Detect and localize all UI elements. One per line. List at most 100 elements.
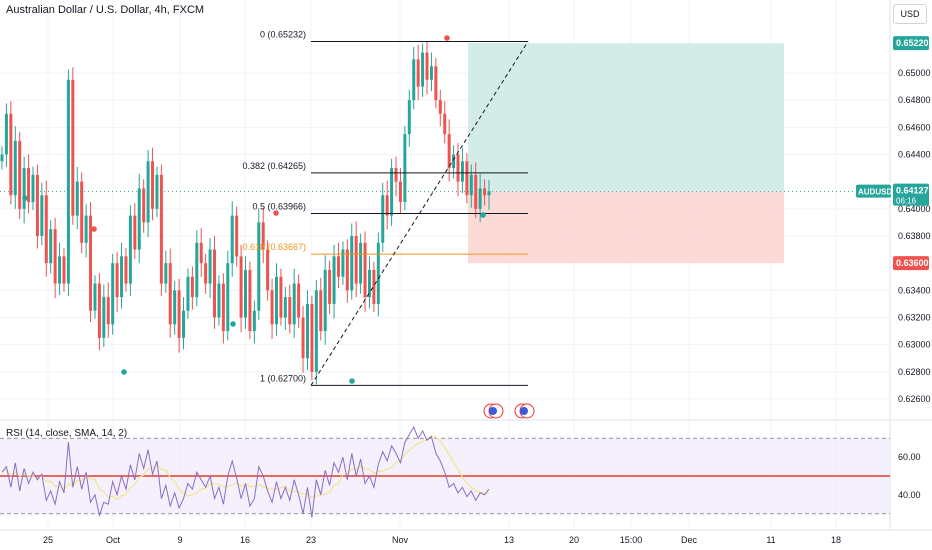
time-tick-label: 20 bbox=[569, 535, 579, 545]
candle-body bbox=[341, 249, 345, 277]
candle-body bbox=[66, 79, 70, 284]
price-tick-label: 0.64400 bbox=[898, 150, 931, 160]
candle-body bbox=[452, 154, 456, 169]
candle-body bbox=[354, 236, 358, 284]
candle-body bbox=[53, 229, 57, 284]
candle-body bbox=[429, 66, 433, 80]
candle-body bbox=[297, 283, 301, 318]
candle-body bbox=[421, 52, 425, 87]
candle-body bbox=[279, 276, 283, 318]
candle-body bbox=[319, 290, 323, 332]
stop-price-badge-bg bbox=[893, 256, 929, 271]
time-tick-label: 9 bbox=[177, 535, 182, 545]
price-tick-label: 0.62800 bbox=[898, 367, 931, 377]
target-price-badge: 0.65220 bbox=[896, 38, 929, 48]
price-tick-label: 0.62600 bbox=[898, 394, 931, 404]
candle-body bbox=[274, 276, 278, 325]
fib-level-label[interactable]: 0.618 (0.63667) bbox=[242, 242, 306, 252]
candle-body bbox=[367, 269, 371, 298]
signal-marker bbox=[91, 226, 97, 232]
candle-body bbox=[102, 297, 106, 338]
event-flag-core bbox=[489, 407, 497, 415]
candle-body bbox=[283, 297, 287, 318]
candle-body bbox=[97, 283, 101, 338]
price-tick-label: 0.63800 bbox=[898, 231, 931, 241]
candle-body bbox=[314, 290, 318, 372]
candle-body bbox=[111, 263, 115, 325]
candle-body bbox=[244, 269, 247, 318]
currency-button[interactable]: USD bbox=[893, 4, 927, 24]
candle-body bbox=[217, 283, 221, 318]
fib-level-label[interactable]: 0 (0.65232) bbox=[260, 29, 306, 39]
candle-body bbox=[182, 310, 186, 338]
candle-body bbox=[385, 195, 389, 216]
candle-body bbox=[137, 188, 141, 250]
rsi-indicator-label[interactable]: RSI (14, close, SMA, 14, 2) bbox=[6, 428, 128, 439]
symbol-tag-bg bbox=[856, 184, 891, 198]
signal-marker bbox=[480, 212, 486, 218]
candle-body bbox=[270, 290, 274, 325]
candle-body bbox=[124, 256, 128, 284]
candle-body bbox=[390, 168, 394, 216]
candle-body bbox=[142, 188, 146, 223]
candle-body bbox=[478, 188, 482, 209]
candle-body bbox=[151, 161, 155, 209]
candle-body bbox=[434, 66, 438, 101]
candle-body bbox=[376, 242, 380, 304]
candle-body bbox=[40, 195, 44, 236]
candle-body bbox=[328, 269, 332, 304]
fib-level-label[interactable]: 1 (0.62700) bbox=[260, 373, 306, 383]
time-tick-label: 25 bbox=[43, 535, 53, 545]
candle-body bbox=[186, 276, 190, 311]
candle-body bbox=[93, 283, 97, 311]
candle-body bbox=[438, 100, 442, 114]
fib-level-label[interactable]: 0.382 (0.64265) bbox=[242, 161, 306, 171]
candle-body bbox=[190, 276, 194, 298]
time-tick-label: 15:00 bbox=[620, 535, 643, 545]
signal-marker bbox=[230, 321, 236, 327]
candle-body bbox=[447, 134, 451, 169]
candle-body bbox=[359, 242, 363, 284]
candle-body bbox=[456, 154, 460, 182]
fib-trend-line bbox=[310, 41, 529, 386]
signal-marker bbox=[444, 35, 450, 41]
candle-body bbox=[115, 263, 119, 298]
fib-level-label[interactable]: 0.5 (0.63966) bbox=[252, 201, 306, 211]
candle-body bbox=[168, 263, 172, 325]
candle-body bbox=[407, 100, 411, 135]
bar-countdown-label: 06:16 bbox=[896, 197, 917, 206]
candle-body bbox=[252, 310, 256, 332]
candle-body bbox=[345, 249, 349, 291]
rsi-tick-label: 60.00 bbox=[898, 452, 921, 462]
us-event-icon[interactable] bbox=[483, 403, 504, 419]
candle-body bbox=[128, 215, 132, 284]
candle-body bbox=[266, 249, 270, 291]
candle-body bbox=[381, 195, 385, 243]
last-price-badge-bg bbox=[893, 183, 929, 206]
candle-body bbox=[62, 256, 66, 284]
signal-marker bbox=[22, 195, 28, 201]
stop-price-badge: 0.63600 bbox=[896, 258, 929, 268]
candle-body bbox=[9, 113, 13, 196]
chart-title: Australian Dollar / U.S. Dollar, 4h, FXC… bbox=[6, 4, 205, 16]
candle-body bbox=[159, 174, 163, 284]
au-event-icon[interactable] bbox=[514, 403, 535, 419]
candle-body bbox=[84, 215, 88, 243]
candle-body bbox=[31, 174, 35, 203]
candle-body bbox=[416, 59, 420, 87]
candle-body bbox=[248, 269, 252, 332]
symbol-tag: AUDUSD bbox=[858, 188, 892, 197]
candle-body bbox=[80, 181, 84, 243]
candle-body bbox=[195, 242, 199, 298]
candle-body bbox=[199, 242, 203, 264]
time-tick-label: 18 bbox=[831, 535, 841, 545]
time-tick-label: 23 bbox=[306, 535, 316, 545]
rsi-tick-label: 40.00 bbox=[898, 490, 921, 500]
time-tick-label: 11 bbox=[766, 535, 775, 545]
candle-body bbox=[460, 161, 464, 182]
candle-body bbox=[106, 297, 110, 325]
time-tick-label: Dec bbox=[681, 535, 698, 545]
time-tick-label: 13 bbox=[504, 535, 514, 545]
candle-body bbox=[177, 290, 181, 338]
